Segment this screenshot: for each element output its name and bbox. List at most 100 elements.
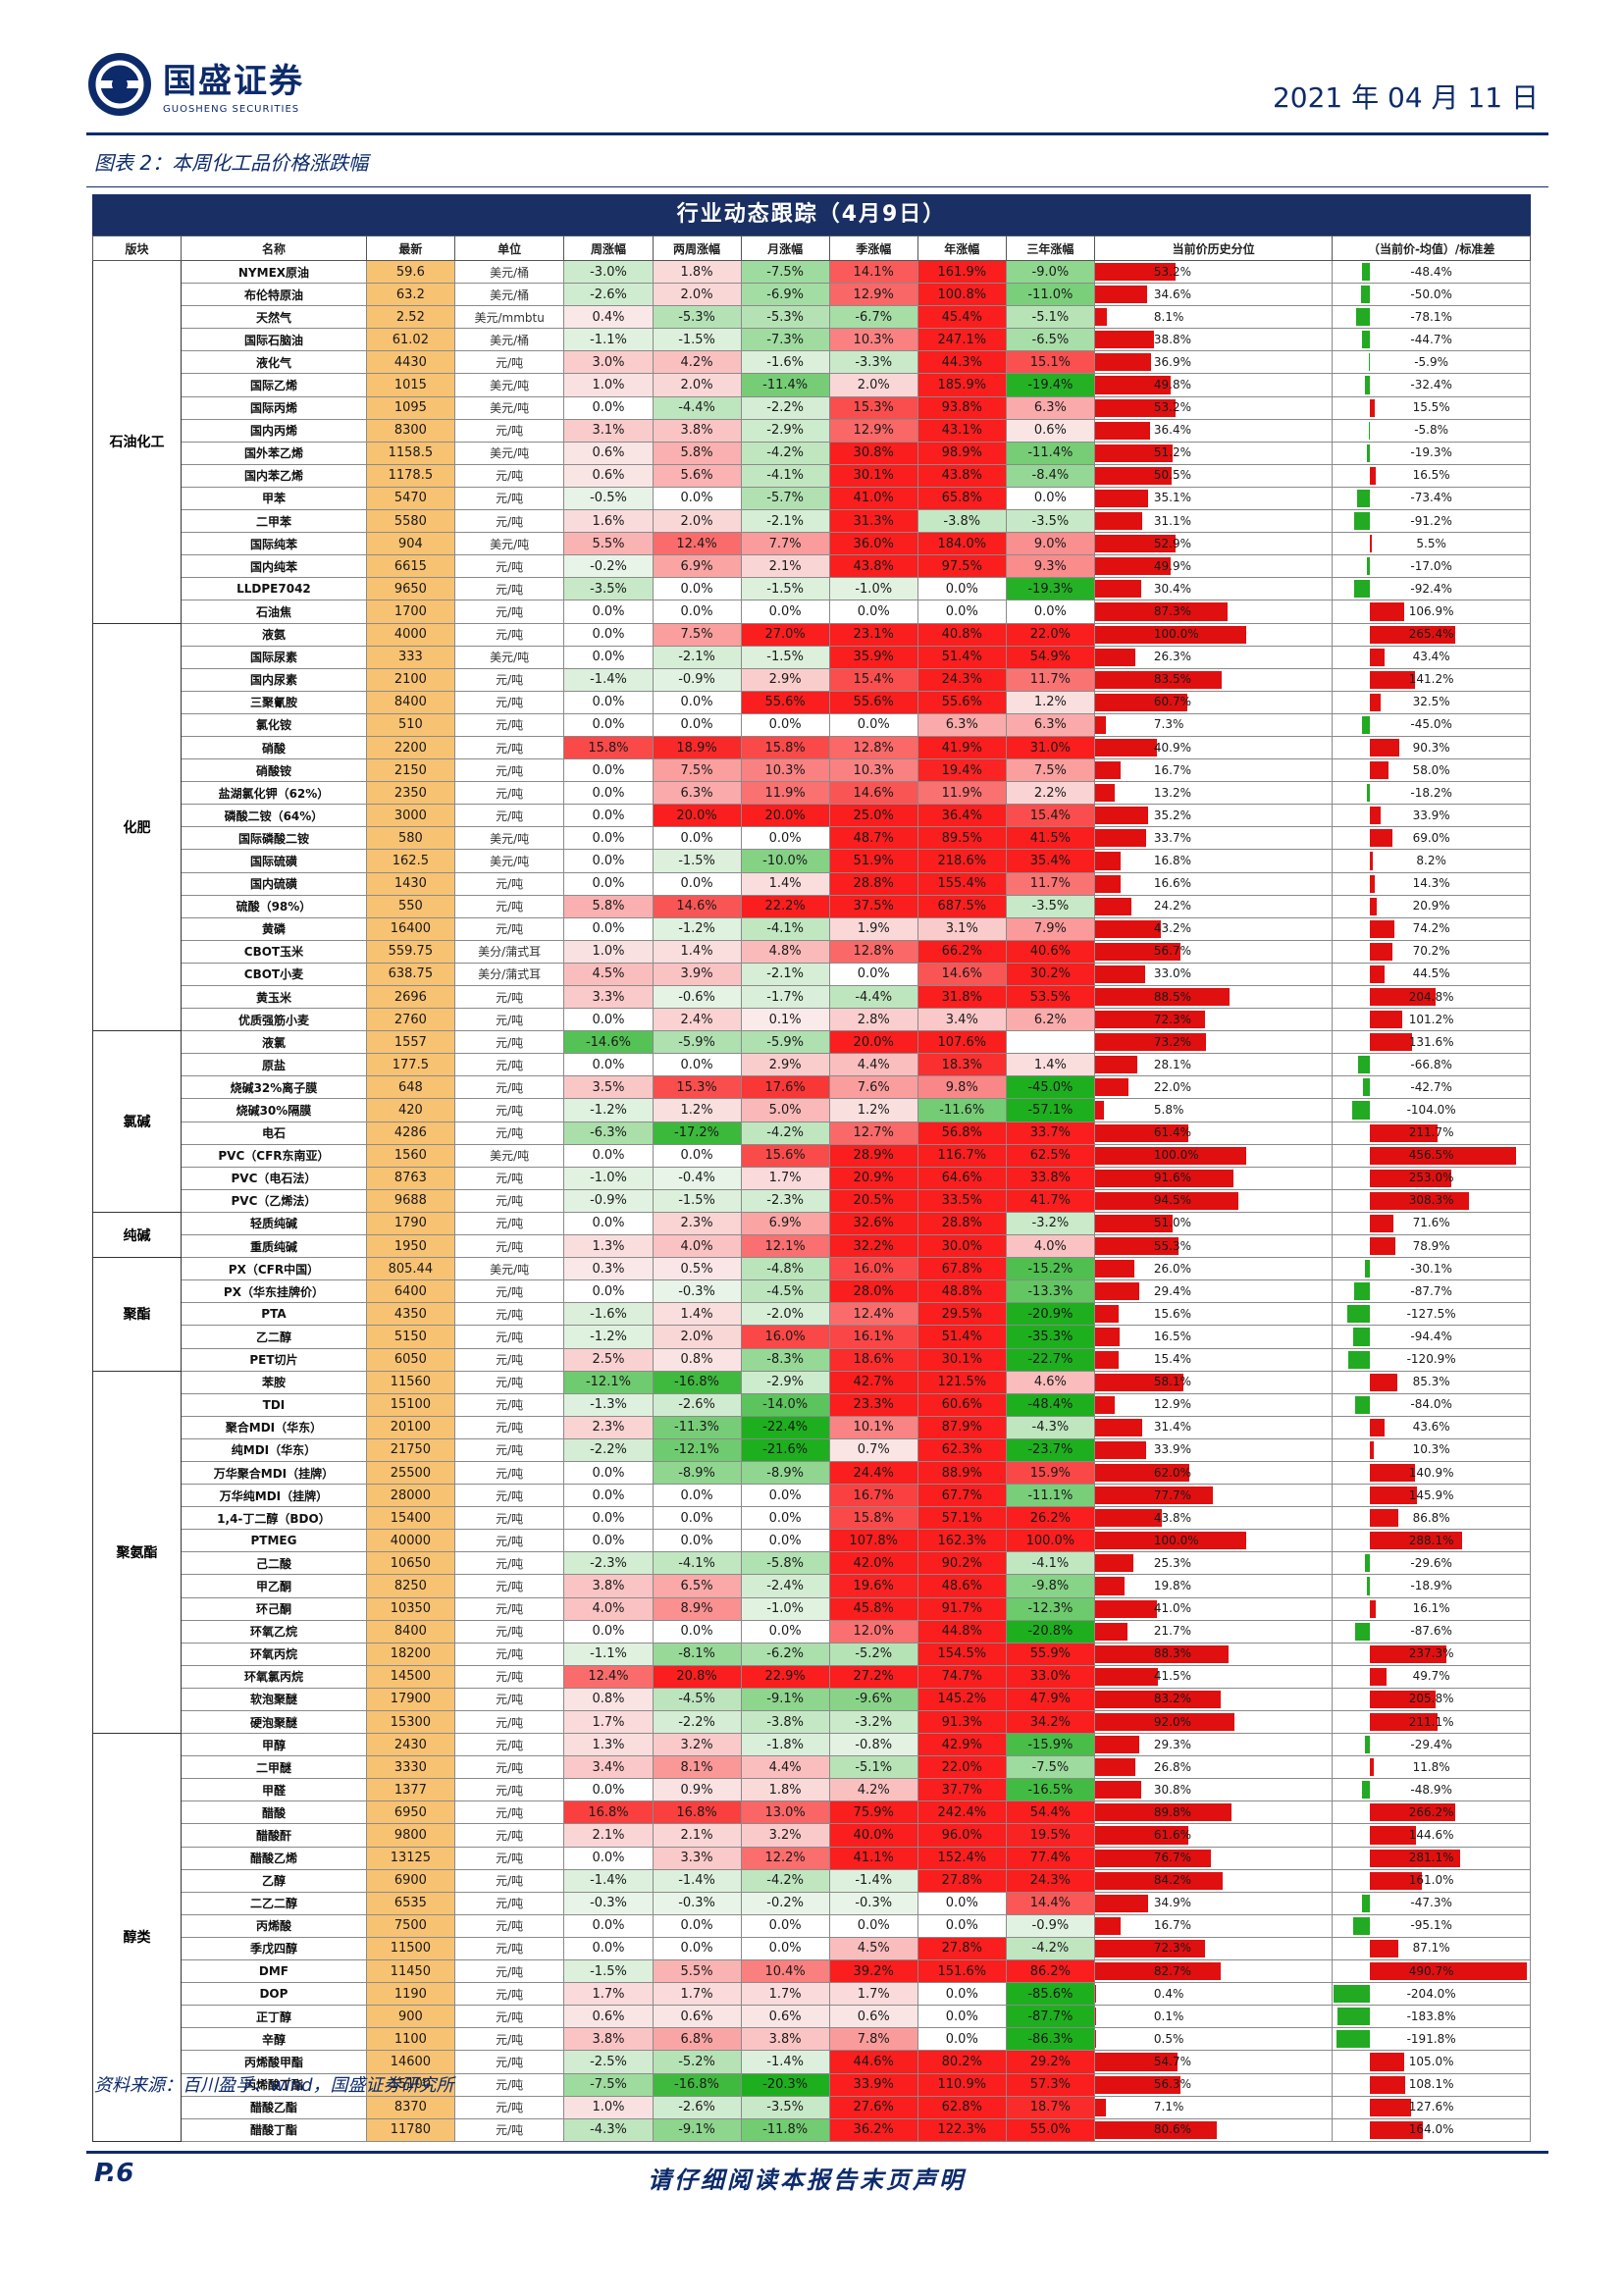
percentile-bar xyxy=(1095,988,1230,1007)
percentile-cell: 55.3% xyxy=(1093,1234,1334,1259)
quarterly-change: 41.0% xyxy=(828,486,918,511)
yearly-change: 51.4% xyxy=(917,645,1007,669)
quarterly-change: 35.9% xyxy=(828,645,918,669)
deviation-cell: -127.5% xyxy=(1332,1302,1531,1327)
percentile-cell: 53.2% xyxy=(1093,395,1334,420)
product-name: PVC（电石法） xyxy=(181,1166,367,1190)
percentile-value: 53.2% xyxy=(1153,400,1192,415)
three-year-change: -4.3% xyxy=(1005,1415,1095,1439)
deviation-cell: 127.6% xyxy=(1332,2095,1531,2119)
percentile-value: 15.4% xyxy=(1153,1352,1192,1367)
brand-name-en: GUOSHENG SECURITIES xyxy=(163,104,300,115)
price-unit: 元/吨 xyxy=(453,1370,565,1394)
two-week-change: 1.8% xyxy=(652,259,742,285)
percentile-bar xyxy=(1095,761,1121,780)
percentile-value: 26.8% xyxy=(1153,1759,1192,1774)
percentile-bar xyxy=(1095,1463,1189,1483)
percentile-value: 40.9% xyxy=(1153,740,1192,755)
deviation-cell: 14.3% xyxy=(1332,871,1531,896)
deviation-cell: -50.0% xyxy=(1332,283,1531,307)
deviation-cell: 44.5% xyxy=(1332,962,1531,987)
percentile-value: 36.4% xyxy=(1153,423,1192,438)
monthly-change: -2.1% xyxy=(740,962,830,987)
latest-price: 2430 xyxy=(365,1733,455,1757)
product-name: 软泡聚醚 xyxy=(181,1687,367,1712)
two-week-change: -2.6% xyxy=(652,1392,742,1417)
yearly-change: 44.8% xyxy=(917,1619,1007,1644)
percentile-value: 53.2% xyxy=(1153,264,1192,279)
monthly-change: -11.4% xyxy=(740,373,830,397)
deviation-bar xyxy=(1370,2075,1405,2094)
quarterly-change: 75.9% xyxy=(828,1800,918,1825)
price-unit: 元/吨 xyxy=(453,1868,565,1893)
monthly-change: -6.9% xyxy=(740,283,830,307)
quarterly-change: 20.5% xyxy=(828,1188,918,1213)
quarterly-change: 12.4% xyxy=(828,1302,918,1327)
percentile-value: 83.2% xyxy=(1153,1692,1192,1706)
percentile-cell: 51.0% xyxy=(1093,1211,1334,1236)
product-name: CBOT玉米 xyxy=(181,939,367,964)
two-week-change: 0.5% xyxy=(652,1257,742,1281)
percentile-value: 92.0% xyxy=(1153,1714,1192,1729)
three-year-change: -7.5% xyxy=(1005,1755,1095,1780)
yearly-change: 162.3% xyxy=(917,1529,1007,1553)
percentile-cell: 49.8% xyxy=(1093,373,1334,397)
three-year-change: 40.6% xyxy=(1005,939,1095,964)
percentile-value: 38.8% xyxy=(1153,332,1192,346)
deviation-bar xyxy=(1370,670,1416,689)
quarterly-change: 28.0% xyxy=(828,1279,918,1304)
percentile-value: 34.9% xyxy=(1153,1896,1192,1910)
monthly-change: 1.4% xyxy=(740,871,830,896)
product-name: 二乙二醇 xyxy=(181,1891,367,1915)
weekly-change: 3.0% xyxy=(563,350,654,375)
yearly-change: 116.7% xyxy=(917,1143,1007,1168)
product-name: 万华聚合MDI（挂牌） xyxy=(181,1460,367,1486)
product-name: 环氧丙烷 xyxy=(181,1642,367,1666)
percentile-bar xyxy=(1095,1962,1221,1981)
weekly-change: 0.0% xyxy=(563,1053,654,1077)
quarterly-change: 16.1% xyxy=(828,1325,918,1349)
monthly-change: -2.4% xyxy=(740,1574,830,1598)
three-year-change: 7.5% xyxy=(1005,758,1095,783)
source-note: 资料来源：百川盈孚、wind，国盛证券研究所 xyxy=(94,2075,454,2096)
quarterly-change: 7.6% xyxy=(828,1075,918,1100)
percentile-cell: 73.2% xyxy=(1093,1030,1334,1055)
percentile-bar xyxy=(1095,1554,1133,1573)
three-year-change: 100.0% xyxy=(1005,1529,1095,1553)
product-name: NYMEX原油 xyxy=(181,259,367,285)
percentile-cell: 100.0% xyxy=(1093,622,1334,647)
yearly-change: 28.8% xyxy=(917,1211,1007,1236)
deviation-value: 20.9% xyxy=(1412,899,1450,913)
monthly-change: -2.9% xyxy=(740,1370,830,1394)
table-row: 国际石脑油 61.02 美元/桶 -1.1% -1.5% -7.3% 10.3% 247.1%… xyxy=(93,328,1531,352)
quarterly-change: 12.9% xyxy=(828,418,918,443)
monthly-change: 0.0% xyxy=(740,712,830,737)
deviation-cell: 105.0% xyxy=(1332,2050,1531,2074)
deviation-cell: -87.7% xyxy=(1332,1279,1531,1304)
price-unit: 元/吨 xyxy=(453,2117,565,2142)
percentile-cell: 33.0% xyxy=(1093,962,1334,987)
latest-price: 8400 xyxy=(365,690,455,714)
weekly-change: 0.6% xyxy=(563,441,654,465)
column-header: 名称 xyxy=(181,235,367,261)
percentile-cell: 72.3% xyxy=(1093,1936,1334,1961)
deviation-bar xyxy=(1370,965,1385,983)
percentile-cell: 29.4% xyxy=(1093,1279,1334,1304)
percentile-value: 31.4% xyxy=(1153,1420,1192,1435)
latest-price: 15300 xyxy=(365,1709,455,1735)
deviation-value: 10.3% xyxy=(1412,1442,1450,1457)
yearly-change: 89.5% xyxy=(917,826,1007,851)
two-week-change: 16.8% xyxy=(652,1800,742,1825)
percentile-value: 0.5% xyxy=(1153,2031,1184,2046)
column-header: 周涨幅 xyxy=(563,235,654,261)
monthly-change: 1.8% xyxy=(740,1778,830,1802)
percentile-cell: 7.3% xyxy=(1093,712,1334,737)
percentile-cell: 94.5% xyxy=(1093,1188,1334,1213)
two-week-change: -4.5% xyxy=(652,1687,742,1712)
percentile-bar xyxy=(1095,286,1148,304)
percentile-bar xyxy=(1095,1532,1247,1550)
yearly-change: 0.0% xyxy=(917,577,1007,601)
percentile-value: 84.2% xyxy=(1153,1873,1192,1888)
quarterly-change: 30.1% xyxy=(828,463,918,488)
deviation-value: 105.0% xyxy=(1408,2054,1454,2068)
